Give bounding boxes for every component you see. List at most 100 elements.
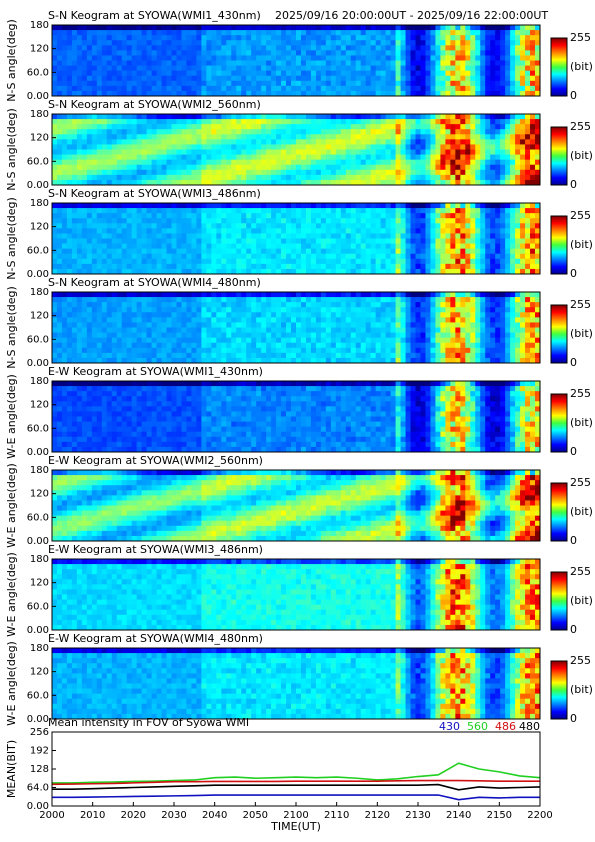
keogram-cell [425, 159, 431, 166]
keogram-cell [281, 50, 287, 56]
keogram-cell [166, 218, 172, 224]
keogram-cell [256, 114, 262, 120]
keogram-cell [121, 312, 128, 318]
keogram-cell [146, 327, 152, 333]
keogram-cell [425, 45, 431, 51]
keogram-cell [151, 75, 157, 82]
keogram-cell [116, 149, 123, 155]
keogram-cell [136, 268, 143, 275]
keogram-cell [305, 124, 312, 130]
keogram-cell [71, 238, 78, 244]
keogram-cell [146, 302, 152, 308]
keogram-cell [191, 292, 197, 298]
keogram-cell [350, 129, 357, 135]
keogram-cell [450, 203, 456, 209]
keogram-cell [325, 332, 332, 339]
keogram-cell [315, 90, 322, 97]
keogram-cell [196, 332, 202, 339]
keogram-cell [181, 45, 187, 51]
keogram-cell [76, 139, 83, 145]
keogram-cell [330, 119, 337, 125]
keogram-cell [266, 233, 272, 239]
keogram-cell [201, 149, 207, 155]
keogram-cell [81, 357, 88, 364]
keogram-cell [206, 253, 212, 260]
keogram-cell [390, 174, 396, 181]
keogram-cell [246, 134, 252, 140]
keogram-cell [196, 40, 202, 46]
keogram-cell [470, 40, 476, 46]
keogram-cell [106, 327, 113, 333]
keogram-cell [420, 55, 426, 61]
keogram-cell [425, 144, 431, 150]
keogram-cell [201, 179, 207, 186]
keogram-cell [490, 45, 496, 51]
keogram-cell [71, 228, 78, 234]
keogram-cell [530, 40, 536, 46]
keogram-cell [206, 80, 212, 87]
keogram-cell [500, 223, 506, 229]
keogram-cell [355, 75, 362, 82]
keogram-cell [480, 40, 486, 46]
keogram-cell [156, 302, 162, 308]
keogram-cell [395, 238, 401, 244]
keogram-cell [485, 263, 491, 270]
keogram-cell [211, 154, 217, 161]
keogram-cell [256, 30, 262, 36]
keogram-cell [276, 119, 282, 125]
keogram-cell [400, 114, 406, 120]
keogram-cell [335, 119, 342, 125]
keogram-cell [141, 134, 148, 140]
keogram-cell [196, 203, 202, 209]
keogram-cell [201, 65, 207, 72]
keogram-cell [61, 347, 68, 354]
keogram-cell [375, 40, 382, 46]
keogram-cell [525, 243, 531, 250]
keogram-cell [271, 159, 277, 166]
keogram-cell [480, 129, 486, 135]
keogram-cell [420, 134, 426, 140]
keogram-cell [151, 253, 157, 260]
keogram-cell [455, 164, 461, 171]
keogram-cell [500, 164, 506, 171]
keogram-cell [71, 35, 78, 41]
keogram-cell [271, 317, 277, 323]
keogram-cell [161, 30, 167, 36]
keogram-cell [400, 154, 406, 161]
keogram-cell [96, 65, 103, 72]
keogram-cell [495, 40, 501, 46]
keogram-cell [241, 40, 247, 46]
keogram-cell [186, 228, 192, 234]
keogram-cell [161, 55, 167, 61]
keogram-cell [315, 312, 322, 318]
keogram-cell [325, 45, 332, 51]
keogram-cell [141, 258, 148, 265]
keogram-cell [430, 55, 436, 61]
keogram-cell [420, 263, 426, 270]
keogram-cell [276, 35, 282, 41]
keogram-cell [405, 90, 411, 97]
keogram-cell [131, 114, 138, 120]
keogram-cell [226, 179, 232, 186]
keogram-cell [525, 55, 531, 61]
keogram-cell [221, 347, 227, 354]
keogram-cell [455, 90, 461, 97]
keogram-cell [181, 40, 187, 46]
keogram-cell [76, 179, 83, 186]
keogram-cell [360, 35, 367, 41]
keogram-cell [181, 312, 187, 318]
keogram-cell [201, 223, 207, 229]
keogram-cell [281, 134, 287, 140]
keogram-cell [310, 35, 317, 41]
keogram-cell [96, 134, 103, 140]
keogram-cell [525, 75, 531, 82]
keogram-cell [166, 159, 172, 166]
keogram-cell [495, 159, 501, 166]
keogram-cell [300, 164, 307, 171]
keogram-cell [236, 302, 242, 308]
keogram-cell [231, 238, 237, 244]
keogram-cell [231, 159, 237, 166]
keogram-cell [315, 253, 322, 260]
keogram-cell [525, 238, 531, 244]
keogram-cell [226, 327, 232, 333]
